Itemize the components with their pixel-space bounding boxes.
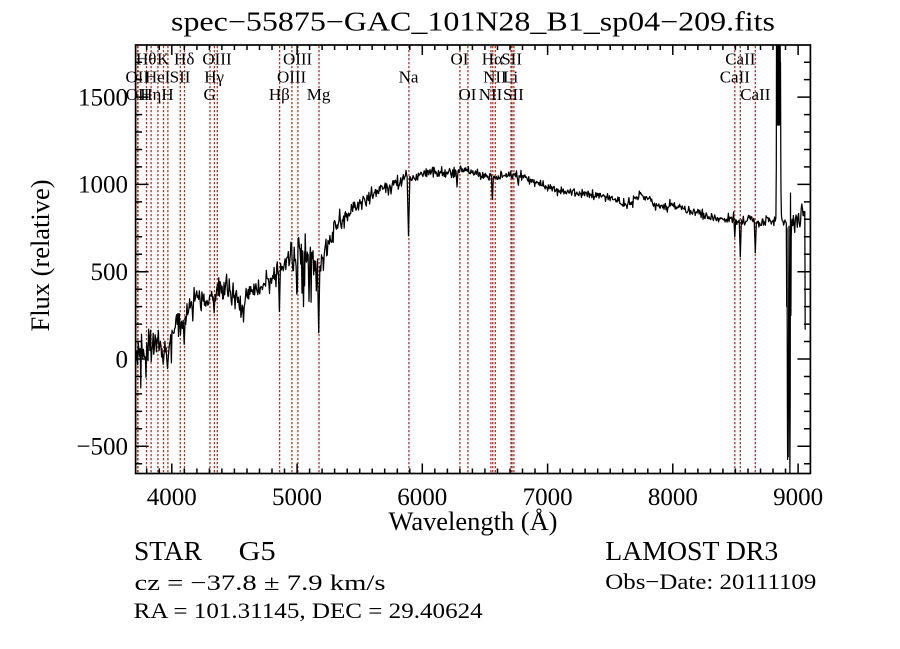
svg-text:OI: OI (459, 85, 477, 104)
svg-text:G5: G5 (239, 536, 276, 566)
svg-text:OII: OII (126, 85, 150, 104)
svg-text:500: 500 (91, 259, 129, 286)
svg-text:Obs−Date: 20111109: Obs−Date: 20111109 (605, 569, 816, 594)
svg-text:LAMOST DR3: LAMOST DR3 (605, 536, 778, 566)
svg-text:STAR: STAR (134, 536, 202, 566)
svg-text:Hγ: Hγ (204, 67, 224, 86)
svg-text:SII: SII (501, 50, 522, 69)
svg-text:−500: −500 (76, 434, 128, 461)
svg-text:7000: 7000 (523, 484, 573, 511)
svg-text:Mg: Mg (307, 85, 331, 104)
svg-text:Hβ: Hβ (269, 85, 290, 104)
svg-text:OIII: OIII (277, 67, 307, 86)
svg-text:CaII: CaII (720, 67, 751, 86)
svg-text:1000: 1000 (78, 172, 128, 199)
svg-text:SII: SII (170, 67, 191, 86)
svg-text:1500: 1500 (78, 84, 128, 111)
svg-text:Li: Li (503, 67, 518, 86)
svg-text:RA = 101.31145, DEC = 29.4062: RA = 101.31145, DEC = 29.40624 (134, 598, 483, 623)
svg-text:OIII: OIII (202, 50, 232, 69)
svg-text:cz = −37.8 ± 7.9 km/s: cz = −37.8 ± 7.9 km/s (135, 570, 386, 595)
svg-text:K: K (157, 50, 170, 69)
svg-text:6000: 6000 (397, 484, 447, 511)
svg-text:Wavelength (Å): Wavelength (Å) (389, 507, 558, 536)
svg-text:OI: OI (451, 50, 469, 69)
svg-text:OII: OII (125, 67, 149, 86)
svg-text:5000: 5000 (272, 484, 322, 511)
svg-text:CaII: CaII (725, 50, 756, 69)
svg-text:SII: SII (503, 85, 524, 104)
svg-text:NII: NII (483, 67, 507, 86)
svg-text:Hθ: Hθ (136, 50, 156, 69)
svg-text:8000: 8000 (648, 484, 698, 511)
svg-text:Flux (relative): Flux (relative) (26, 180, 55, 332)
svg-text:Na: Na (399, 67, 419, 86)
svg-text:H: H (161, 85, 173, 104)
svg-text:4000: 4000 (147, 484, 197, 511)
svg-text:CaII: CaII (740, 85, 771, 104)
svg-text:OIII: OIII (283, 50, 313, 69)
svg-text:0: 0 (116, 346, 129, 373)
svg-text:HeI: HeI (145, 67, 171, 86)
svg-text:NII: NII (479, 85, 503, 104)
svg-text:G: G (204, 85, 216, 104)
svg-text:Hη: Hη (140, 85, 161, 104)
svg-text:spec−55875−GAC_101N28_B1_sp04−: spec−55875−GAC_101N28_B1_sp04−209.fits (171, 7, 775, 37)
svg-text:Hα: Hα (482, 50, 503, 69)
svg-text:9000: 9000 (773, 484, 823, 511)
svg-text:Hδ: Hδ (174, 50, 194, 69)
